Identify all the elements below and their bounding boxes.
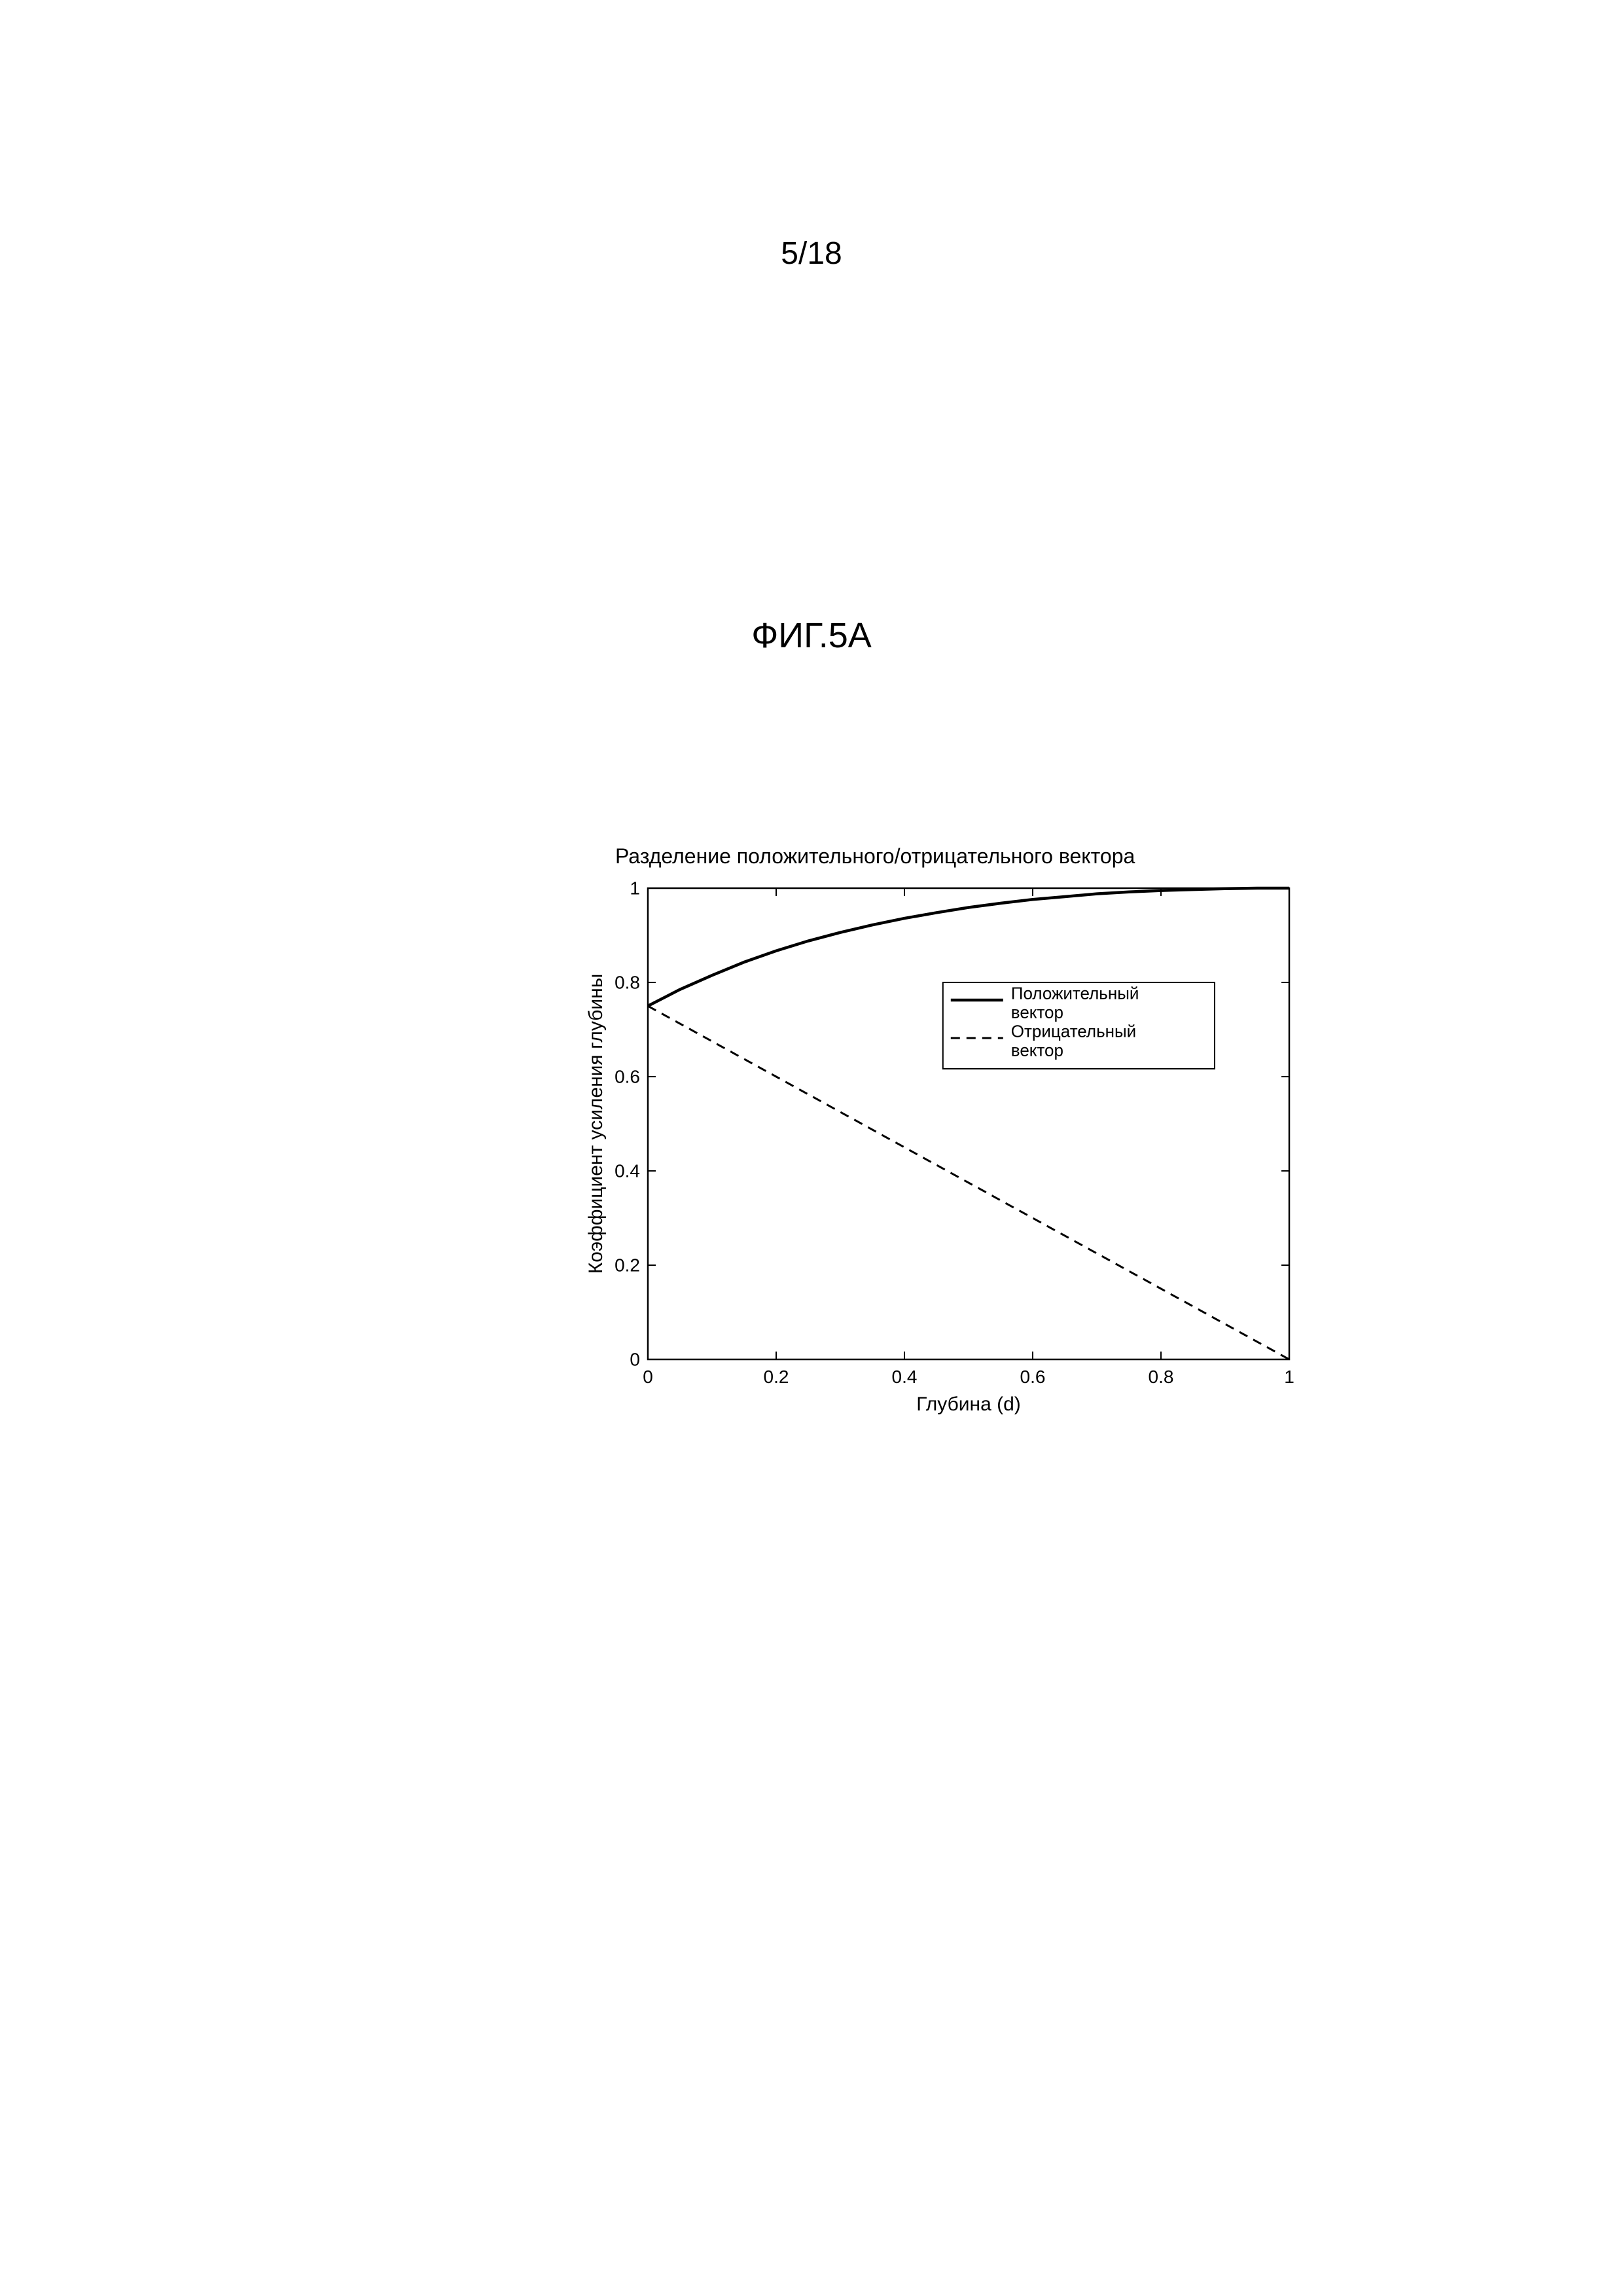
svg-text:0.2: 0.2	[764, 1367, 789, 1387]
svg-text:Глубина (d): Глубина (d)	[916, 1393, 1021, 1415]
svg-text:вектор: вектор	[1011, 1040, 1063, 1060]
svg-text:0.6: 0.6	[615, 1066, 640, 1086]
svg-text:0.8: 0.8	[1149, 1367, 1174, 1387]
svg-text:0.4: 0.4	[615, 1160, 640, 1181]
svg-text:вектор: вектор	[1011, 1002, 1063, 1022]
svg-text:Положительный: Положительный	[1011, 984, 1139, 1003]
chart-container: Разделение положительного/отрицательного…	[569, 844, 1335, 1418]
page: 5/18 ФИГ.5A Разделение положительного/от…	[0, 0, 1623, 2296]
svg-text:0.6: 0.6	[1020, 1367, 1046, 1387]
svg-text:0: 0	[643, 1367, 653, 1387]
svg-text:0: 0	[630, 1349, 640, 1369]
page-number: 5/18	[0, 236, 1623, 272]
svg-text:0.2: 0.2	[615, 1255, 640, 1275]
svg-text:0.8: 0.8	[615, 972, 640, 992]
svg-text:1: 1	[630, 878, 640, 898]
svg-text:0.4: 0.4	[892, 1367, 918, 1387]
svg-text:Отрицательный: Отрицательный	[1011, 1022, 1136, 1041]
figure-label: ФИГ.5A	[0, 615, 1623, 656]
chart-title: Разделение положительного/отрицательного…	[615, 844, 1335, 869]
vector-separation-chart: 0 0.2 0.4 0.6 0.8 1 0 0.2 0.4 0.6 0.8 1 Глубина (d) К…	[569, 875, 1302, 1418]
svg-text:1: 1	[1284, 1367, 1294, 1387]
svg-text:Коэффициент усиления глубины: Коэффициент усиления глубины	[585, 974, 607, 1274]
